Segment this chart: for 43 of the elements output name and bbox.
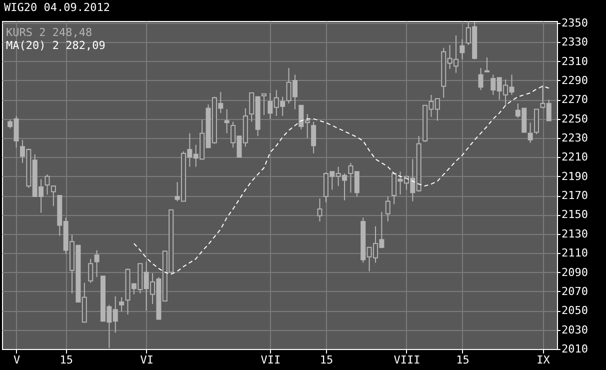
y-tick-label: 2150 [562,208,588,222]
y-tick-label: 2230 [562,132,588,145]
chart-title: WIG20 04.09.2012 [4,0,110,14]
x-tick-label: VIII [394,354,420,366]
line-series [133,86,550,275]
x-tick-label: 15 [456,354,470,366]
y-tick-label: 2350 [562,16,588,30]
y-tick-label: 2130 [562,227,588,240]
candlestick [311,121,316,154]
candlestick [484,56,490,72]
y-tick-label: 2290 [562,74,588,87]
candlestick [94,250,100,278]
x-tick-label: VI [140,354,154,366]
y-tick-label: 2330 [562,36,588,49]
y-tick-label: 2250 [562,112,588,126]
candlestick [44,174,50,196]
y-tick-label: 2170 [562,189,588,202]
x-tick-label: 15 [320,354,334,366]
text: KURS 2 248,48 [6,26,92,39]
candlestick [385,196,390,222]
candlestick [460,38,465,60]
y-tick-label: 2270 [562,93,588,106]
y-tick-label: 2210 [562,150,588,164]
y-tick-label: 2110 [562,246,588,260]
y-tick-label: 2050 [562,304,588,318]
y-tick-label: 2070 [562,284,588,298]
candlestick [88,258,94,284]
x-tick-label: V [13,354,20,366]
y-tick-label: 2030 [562,323,588,336]
y-tick-label: 2310 [562,54,588,68]
candlestick [478,67,484,91]
x-tick-label: IX [536,354,550,366]
x-tick-label: VII [260,354,281,366]
y-tick-label: 2090 [562,266,588,279]
y-tick-label: 2190 [562,170,588,183]
x-tick-label: 15 [60,354,73,366]
candlestick [224,108,230,134]
candlestick [50,185,56,207]
text: MA(20) 2 282,09 [6,39,106,52]
candlestick [317,198,322,222]
y-tick-label: 2010 [562,342,588,356]
candlestick [262,93,267,116]
candlestick [119,296,124,312]
